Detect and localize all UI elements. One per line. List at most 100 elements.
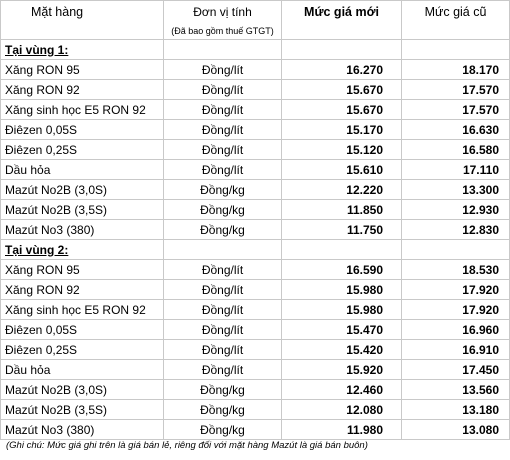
- item-name: Dầu hỏa: [0, 159, 164, 180]
- old-price-cell: 16.630: [401, 119, 510, 140]
- item-name: Mazút No2B (3,5S): [0, 199, 164, 220]
- unit-cell: Đồng/kg: [163, 379, 282, 400]
- region-empty-cell: [401, 239, 510, 260]
- old-price-cell: 16.910: [401, 339, 510, 360]
- table-row: Xăng sinh học E5 RON 92 Đồng/lít 15.980 17.…: [0, 299, 510, 320]
- unit-cell: Đồng/lít: [163, 279, 282, 300]
- table-row: Mazút No2B (3,0S) Đồng/kg 12.460 13.560: [0, 379, 510, 400]
- table-row: Mazút No3 (380) Đồng/kg 11.980 13.080: [0, 419, 510, 440]
- table-row: Điêzen 0,25S Đồng/lít 15.120 16.580: [0, 139, 510, 160]
- new-price-cell: 12.080: [281, 399, 402, 420]
- new-price-cell: 16.590: [281, 259, 402, 280]
- old-price-cell: 12.930: [401, 199, 510, 220]
- item-name: Xăng sinh học E5 RON 92: [0, 299, 164, 320]
- new-price-cell: 15.610: [281, 159, 402, 180]
- item-name: Mazút No3 (380): [0, 419, 164, 440]
- item-name: Xăng RON 95: [0, 259, 164, 280]
- header-vat-note: (Đã bao gồm thuế GTGT): [163, 23, 282, 40]
- unit-cell: Đồng/lít: [163, 339, 282, 360]
- header-new-price: Mức giá mới: [281, 0, 402, 23]
- unit-cell: Đồng/kg: [163, 179, 282, 200]
- footnote: (Ghi chú: Mức giá ghi trên là giá bán lẻ…: [6, 440, 368, 451]
- header-unit: Đơn vị tính: [163, 0, 282, 23]
- old-price-cell: 13.080: [401, 419, 510, 440]
- unit-cell: Đồng/lít: [163, 119, 282, 140]
- table-row: Mazút No2B (3,0S) Đồng/kg 12.220 13.300: [0, 179, 510, 200]
- unit-cell: Đồng/lít: [163, 259, 282, 280]
- table-row: Xăng RON 95 Đồng/lít 16.590 18.530: [0, 259, 510, 280]
- new-price-cell: 15.420: [281, 339, 402, 360]
- unit-cell: Đồng/kg: [163, 219, 282, 240]
- new-price-cell: 16.270: [281, 59, 402, 80]
- new-price-cell: 15.170: [281, 119, 402, 140]
- item-name: Xăng RON 95: [0, 59, 164, 80]
- unit-cell: Đồng/lít: [163, 99, 282, 120]
- item-name: Xăng RON 92: [0, 279, 164, 300]
- item-name: Xăng sinh học E5 RON 92: [0, 99, 164, 120]
- old-price-cell: 17.570: [401, 99, 510, 120]
- new-price-cell: 11.980: [281, 419, 402, 440]
- old-price-cell: 16.580: [401, 139, 510, 160]
- new-price-cell: 11.750: [281, 219, 402, 240]
- new-price-cell: 15.980: [281, 279, 402, 300]
- table-row: Xăng RON 95 Đồng/lít 16.270 18.170: [0, 59, 510, 80]
- region-label: Tại vùng 1:: [0, 39, 164, 60]
- unit-cell: Đồng/kg: [163, 419, 282, 440]
- header-item-spacer: [0, 23, 164, 40]
- unit-cell: Đồng/kg: [163, 199, 282, 220]
- item-name: Điêzen 0,25S: [0, 339, 164, 360]
- new-price-cell: 15.980: [281, 299, 402, 320]
- table-row: Điêzen 0,05S Đồng/lít 15.170 16.630: [0, 119, 510, 140]
- old-price-cell: 18.530: [401, 259, 510, 280]
- new-price-cell: 12.220: [281, 179, 402, 200]
- region-empty-cell: [163, 39, 282, 60]
- new-price-cell: 15.670: [281, 79, 402, 100]
- item-name: Điêzen 0,05S: [0, 319, 164, 340]
- new-price-cell: 15.670: [281, 99, 402, 120]
- table-row: Dầu hỏa Đồng/lít 15.610 17.110: [0, 159, 510, 180]
- new-price-cell: 12.460: [281, 379, 402, 400]
- unit-cell: Đồng/lít: [163, 139, 282, 160]
- header-old-price: Mức giá cũ: [401, 0, 510, 23]
- item-name: Mazút No2B (3,5S): [0, 399, 164, 420]
- header-new-spacer: [281, 23, 402, 40]
- old-price-cell: 13.300: [401, 179, 510, 200]
- unit-cell: Đồng/kg: [163, 399, 282, 420]
- old-price-cell: 17.450: [401, 359, 510, 380]
- unit-cell: Đồng/lít: [163, 299, 282, 320]
- old-price-cell: 17.920: [401, 279, 510, 300]
- header-old-spacer: [401, 23, 510, 40]
- header-item: Mặt hàng: [0, 0, 164, 23]
- header-row: Mặt hàng Đơn vị tính Mức giá mới Mức giá…: [0, 0, 510, 23]
- old-price-cell: 17.110: [401, 159, 510, 180]
- new-price-cell: 15.920: [281, 359, 402, 380]
- new-price-cell: 15.470: [281, 319, 402, 340]
- old-price-cell: 17.920: [401, 299, 510, 320]
- table-row: Điêzen 0,05S Đồng/lít 15.470 16.960: [0, 319, 510, 340]
- table-row: Xăng RON 92 Đồng/lít 15.980 17.920: [0, 279, 510, 300]
- item-name: Mazút No2B (3,0S): [0, 179, 164, 200]
- old-price-cell: 18.170: [401, 59, 510, 80]
- table-row: Mazút No3 (380) Đồng/kg 11.750 12.830: [0, 219, 510, 240]
- region-empty-cell: [281, 39, 402, 60]
- unit-cell: Đồng/lít: [163, 79, 282, 100]
- old-price-cell: 17.570: [401, 79, 510, 100]
- old-price-cell: 16.960: [401, 319, 510, 340]
- region-empty-cell: [401, 39, 510, 60]
- unit-cell: Đồng/lít: [163, 159, 282, 180]
- table-row: Mazút No2B (3,5S) Đồng/kg 12.080 13.180: [0, 399, 510, 420]
- unit-cell: Đồng/lít: [163, 359, 282, 380]
- region-label: Tại vùng 2:: [0, 239, 164, 260]
- table-row: Xăng sinh học E5 RON 92 Đồng/lít 15.670 17.…: [0, 99, 510, 120]
- unit-cell: Đồng/lít: [163, 59, 282, 80]
- item-name: Mazút No2B (3,0S): [0, 379, 164, 400]
- new-price-cell: 11.850: [281, 199, 402, 220]
- new-price-cell: 15.120: [281, 139, 402, 160]
- item-name: Dầu hỏa: [0, 359, 164, 380]
- fuel-price-table: Mặt hàng Đơn vị tính Mức giá mới Mức giá…: [0, 0, 510, 440]
- item-name: Mazút No3 (380): [0, 219, 164, 240]
- table-row: Dầu hỏa Đồng/lít 15.920 17.450: [0, 359, 510, 380]
- region-header-row: Tại vùng 1:: [0, 39, 510, 60]
- item-name: Điêzen 0,05S: [0, 119, 164, 140]
